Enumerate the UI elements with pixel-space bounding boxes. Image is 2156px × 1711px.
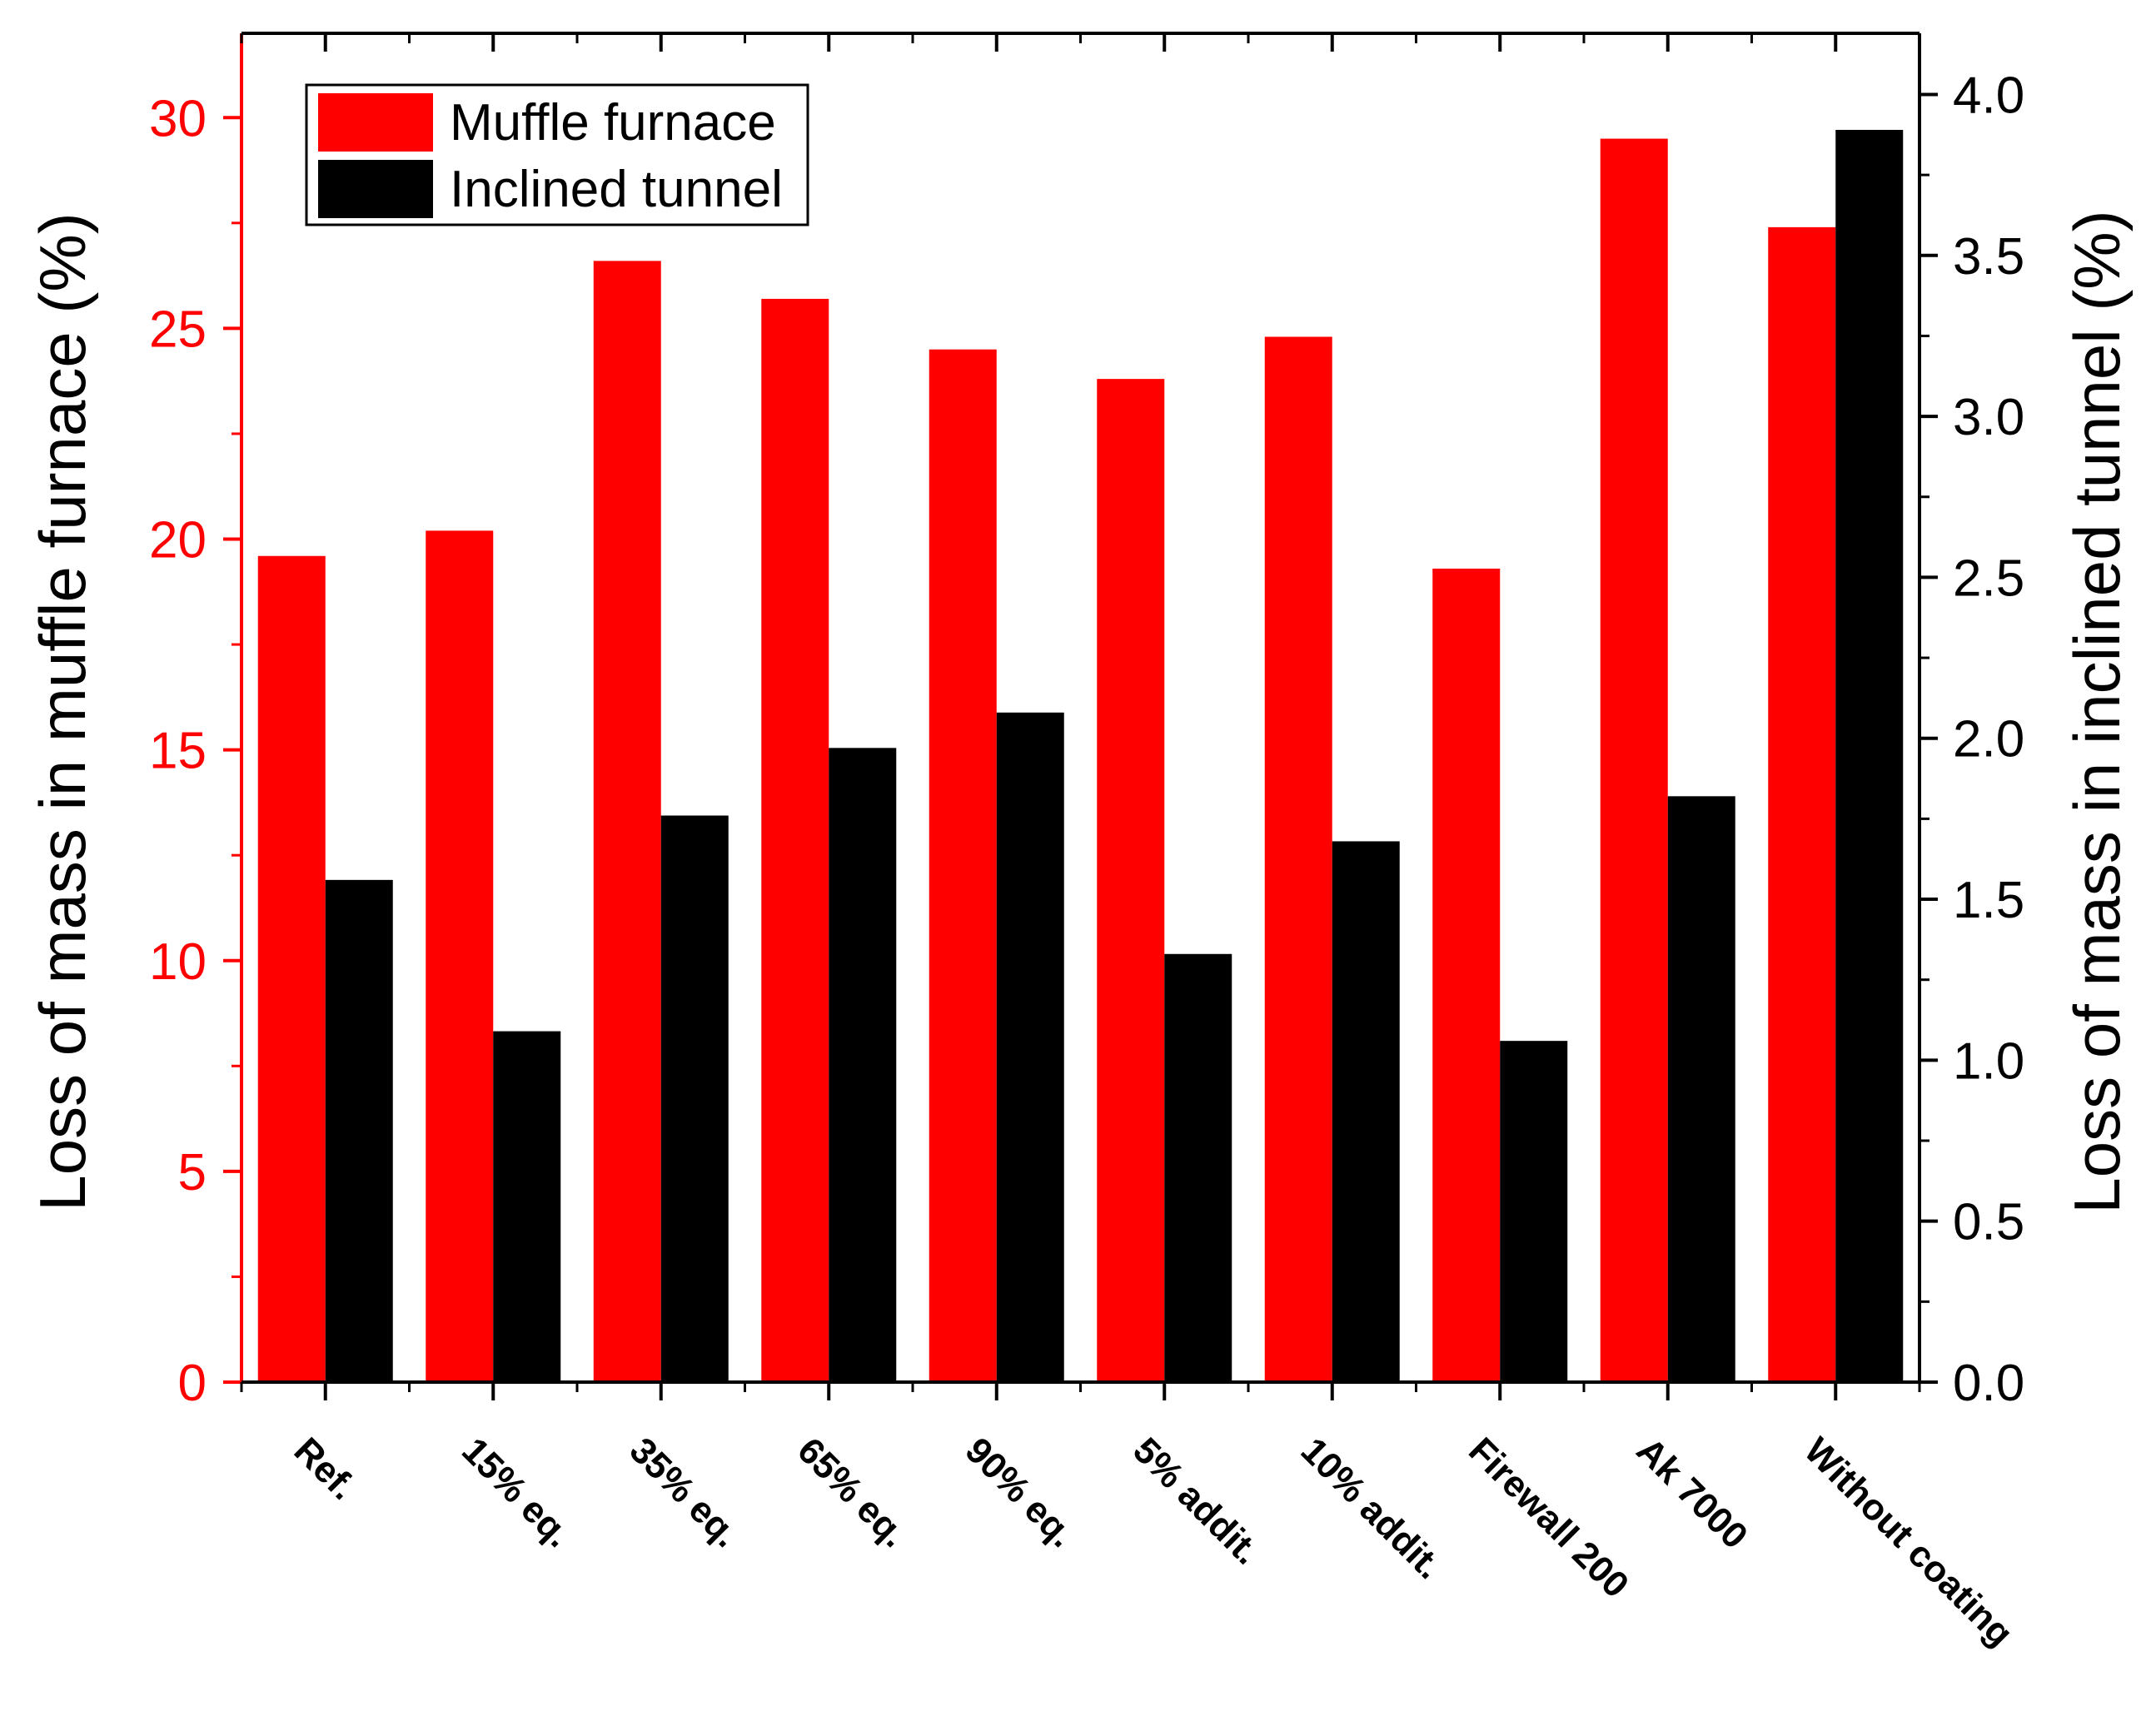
y-tick-label-right: 0.5 xyxy=(1953,1194,2024,1251)
bar-inclined-tunnel xyxy=(1667,796,1735,1382)
x-tick-label: 10% addit. xyxy=(1293,1430,1451,1587)
bar-inclined-tunnel xyxy=(493,1031,561,1382)
legend: Muffle furnace Inclined tunnel xyxy=(305,83,809,226)
bar-muffle-furnace xyxy=(1432,568,1501,1382)
y-tick-label-right: 1.0 xyxy=(1953,1032,2024,1090)
legend-swatch-muffle xyxy=(318,93,433,152)
bar-muffle-furnace xyxy=(593,261,661,1382)
y-tick-label-right: 4.0 xyxy=(1953,67,2024,124)
bar-inclined-tunnel xyxy=(660,815,729,1382)
y-tick-label-right: 2.5 xyxy=(1953,550,2024,607)
bar-muffle-furnace xyxy=(1768,226,1836,1382)
y-tick-label-left: 5 xyxy=(178,1144,207,1201)
y-tick-label-left: 15 xyxy=(149,723,207,780)
bar-inclined-tunnel xyxy=(996,712,1064,1382)
y-tick-label-left: 30 xyxy=(149,90,207,147)
x-tick-label: 15% eq. xyxy=(454,1430,580,1555)
bar-muffle-furnace xyxy=(929,349,997,1382)
x-tick-label: Firewall 200 xyxy=(1461,1430,1636,1605)
bar-inclined-tunnel xyxy=(1332,841,1400,1382)
x-tick-label: 65% eq. xyxy=(789,1430,915,1555)
x-tick-label: 90% eq. xyxy=(958,1430,1083,1555)
bar-inclined-tunnel xyxy=(1164,953,1232,1382)
x-tick-label: Ak 7000 xyxy=(1629,1430,1755,1556)
legend-swatch-tunnel xyxy=(318,160,433,218)
x-tick-label: 5% addit. xyxy=(1125,1430,1267,1572)
y-tick-label-left: 0 xyxy=(178,1355,207,1412)
y-tick-label-right: 1.5 xyxy=(1953,872,2024,929)
y-axis-title-left: Loss of mass in muffle furnace (%) xyxy=(26,212,99,1211)
y-tick-label-left: 25 xyxy=(149,301,207,358)
legend-label-tunnel: Inclined tunnel xyxy=(450,161,783,218)
ticks-layer xyxy=(223,33,1938,1400)
bar-inclined-tunnel xyxy=(1500,1041,1568,1382)
y-tick-label-left: 10 xyxy=(149,933,207,991)
y-tick-label-right: 2.0 xyxy=(1953,711,2024,768)
y-tick-label-left: 20 xyxy=(149,512,207,570)
x-tick-label: Ref. xyxy=(286,1430,364,1507)
y-tick-label-right: 3.0 xyxy=(1953,389,2024,446)
bar-muffle-furnace xyxy=(1097,379,1165,1382)
bar-muffle-furnace xyxy=(426,530,494,1382)
y-axis-title-right: Loss of mass in inclined tunnel (%) xyxy=(2060,210,2134,1213)
y-tick-label-right: 0.0 xyxy=(1953,1355,2024,1412)
bar-muffle-furnace xyxy=(1600,138,1668,1382)
x-tick-label: 35% eq. xyxy=(622,1430,748,1555)
bar-inclined-tunnel xyxy=(829,748,897,1382)
legend-label-muffle: Muffle furnace xyxy=(450,94,776,152)
bar-inclined-tunnel xyxy=(325,879,393,1382)
bar-muffle-furnace xyxy=(1264,336,1332,1382)
bar-muffle-furnace xyxy=(257,555,326,1382)
bar-inclined-tunnel xyxy=(1835,129,1904,1382)
bars-layer xyxy=(257,129,1904,1382)
bar-muffle-furnace xyxy=(761,298,829,1382)
y-tick-label-right: 3.5 xyxy=(1953,228,2024,286)
x-tick-label: Without coating xyxy=(1796,1430,2020,1654)
